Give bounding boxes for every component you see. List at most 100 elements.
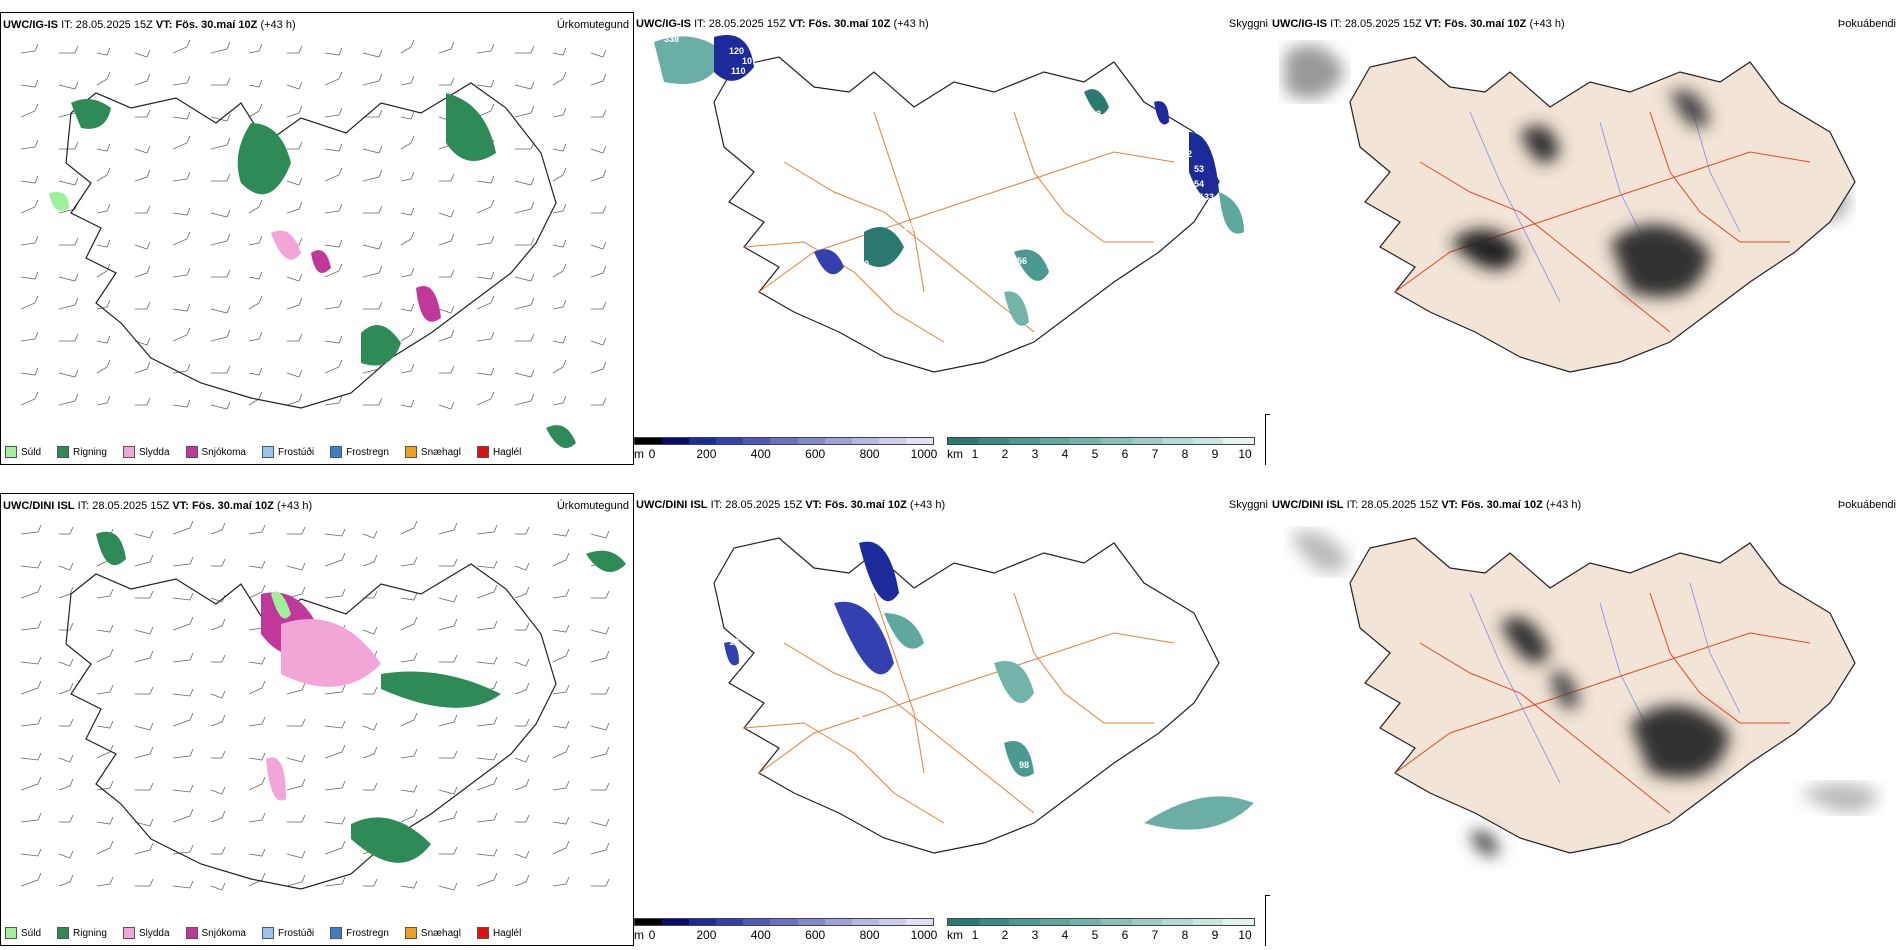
wind-barb	[514, 874, 530, 887]
wind-barb	[211, 558, 226, 567]
wind-barb	[96, 167, 111, 182]
colorbar-segment	[1009, 438, 1040, 444]
colorbar-segment	[851, 438, 879, 444]
wind-barb	[96, 780, 114, 791]
wind-barb	[438, 401, 455, 410]
wind-barb	[210, 305, 231, 314]
wind-barb	[590, 241, 607, 250]
wind-barb	[552, 47, 567, 56]
wind-barb	[286, 273, 303, 282]
dewpoint-panel-top: UWC/IG-IS IT: 28.05.2025 15Z VT: Fös. 30…	[1270, 12, 1900, 465]
wind-barb	[248, 752, 266, 761]
wind-barb	[552, 299, 567, 310]
wind-barb	[476, 79, 495, 88]
wind-barb	[514, 105, 535, 118]
wind-barb	[20, 680, 42, 695]
wind-barb	[172, 327, 191, 342]
wind-barb	[286, 682, 306, 695]
wind-barb	[324, 552, 346, 567]
legend-swatch	[122, 446, 135, 458]
colorbar-tick: 1000	[910, 447, 938, 461]
wind-barb	[363, 109, 383, 118]
colorbar-segment	[948, 438, 979, 444]
legend-swatch	[330, 927, 343, 939]
wind-barb	[20, 812, 42, 823]
legend-swatch	[185, 446, 198, 458]
wind-barb	[362, 265, 383, 278]
wind-barb	[248, 776, 266, 791]
visibility-panel-top: UWC/IG-IS IT: 28.05.2025 15Z VT: Fös. 30…	[634, 12, 1270, 465]
wind-barb	[96, 143, 111, 152]
colorbar-segment	[635, 438, 663, 444]
wind-barb	[439, 365, 455, 374]
wind-barb	[20, 175, 39, 184]
wind-barb	[400, 39, 415, 54]
wind-barb	[476, 776, 498, 791]
wind-barb	[362, 626, 378, 635]
colorbar-tick: 6	[1121, 447, 1129, 461]
wind-barb	[552, 624, 570, 633]
wind-barb	[438, 810, 458, 823]
wind-barb	[286, 754, 306, 763]
visibility-value-label: 22	[904, 222, 914, 232]
wind-barb	[248, 872, 266, 887]
wind-barb	[96, 588, 114, 599]
visibility-value-label: 54	[1194, 179, 1204, 189]
colorbar-segment	[1009, 919, 1040, 925]
wind-barb	[286, 81, 303, 90]
wind-barb	[552, 263, 567, 278]
wind-barb	[20, 656, 42, 665]
wind-barb	[400, 327, 415, 342]
panel-title: UWC/IG-IS IT: 28.05.2025 15Z VT: Fös. 30…	[3, 19, 296, 31]
wind-barb	[20, 560, 42, 569]
wind-barb	[172, 111, 191, 120]
wind-barb	[552, 359, 567, 374]
ceiling-unit: m	[634, 447, 644, 461]
visibility-value-label: 20	[1084, 795, 1094, 805]
wind-barb	[400, 616, 418, 631]
legend-swatch	[5, 927, 17, 939]
wind-barb	[590, 818, 610, 827]
visibility-value-label: 152	[990, 246, 1005, 256]
wind-barb	[362, 49, 383, 58]
colorbar-segment	[716, 438, 744, 444]
wind-barb	[58, 850, 74, 859]
wind-barb	[438, 209, 455, 218]
colorbar-tick: 3	[1031, 447, 1039, 461]
colorbar-tick: 4	[1061, 928, 1069, 942]
wind-barb	[135, 301, 151, 310]
wind-barb	[210, 618, 226, 631]
wind-barb	[400, 784, 418, 793]
colorbar-segment	[1192, 438, 1224, 444]
wind-barb	[439, 558, 458, 567]
legend-swatch	[57, 446, 70, 458]
wind-barb	[515, 141, 535, 150]
colorbar-tick: 0	[648, 447, 656, 461]
visibility-map: 10 423 92 642 98 20	[713, 537, 1254, 854]
wind-barb	[400, 520, 418, 535]
wind-barb	[515, 333, 535, 342]
wind-barb	[590, 842, 610, 855]
colorbar-tick: 10	[1238, 928, 1252, 942]
wind-barb	[324, 528, 346, 537]
wind-barb	[476, 391, 495, 406]
visibility-unit: km	[947, 928, 963, 942]
wind-barb	[438, 329, 455, 342]
colorbar-tick: 2	[1001, 447, 1009, 461]
legend-item: Frostregn	[330, 446, 389, 458]
wind-barb	[135, 205, 151, 214]
wind-barb	[514, 850, 530, 859]
wind-barb	[363, 878, 378, 887]
wind-barb	[172, 592, 194, 601]
wind-barb	[439, 173, 455, 182]
wind-barb	[552, 143, 567, 152]
wind-barb	[438, 305, 455, 314]
wind-barb	[248, 199, 263, 214]
wind-barb	[210, 137, 231, 150]
wind-barb	[552, 876, 570, 887]
colorbar-tick: 800	[859, 928, 880, 942]
wind-barb	[172, 688, 194, 697]
colorbar-tick: 9	[1211, 928, 1219, 942]
wind-barb	[514, 754, 530, 763]
colorbar-tick: 600	[805, 928, 826, 942]
